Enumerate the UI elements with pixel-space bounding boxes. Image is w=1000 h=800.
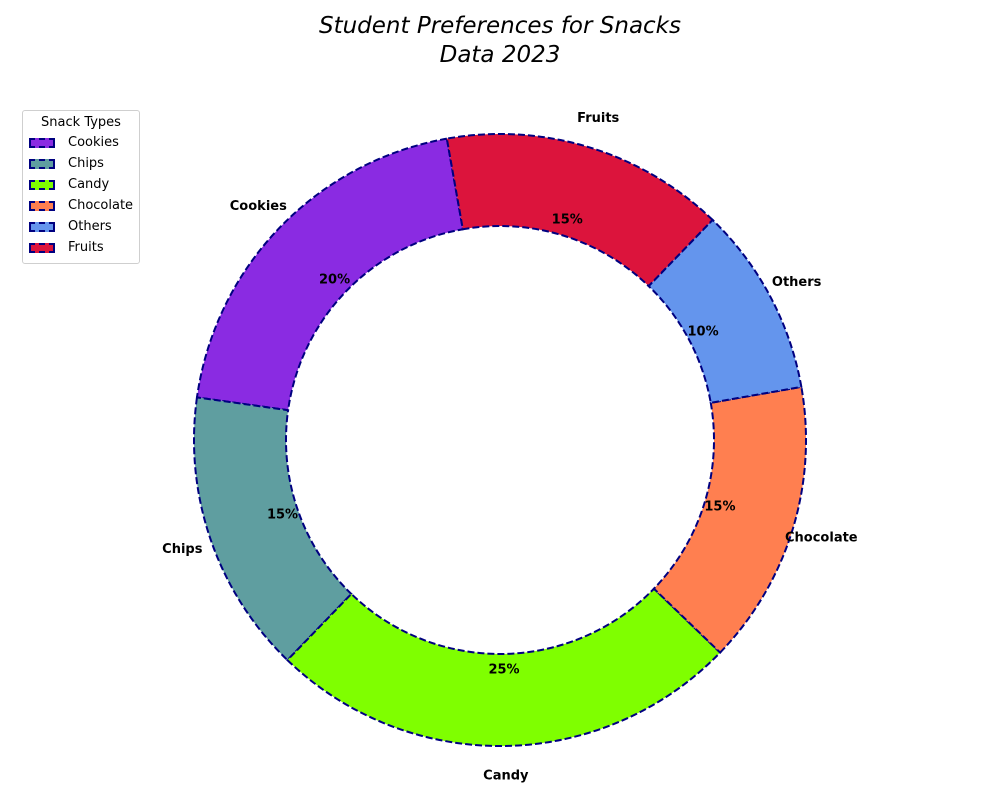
slice-label-cookies: Cookies bbox=[230, 199, 287, 214]
slice-label-fruits: Fruits bbox=[577, 111, 619, 126]
legend: Snack Types Cookies Chips Candy Chocolate Ot… bbox=[22, 110, 140, 264]
slice-candy bbox=[286, 587, 722, 747]
percent-label-chocolate: 15% bbox=[704, 500, 735, 515]
legend-swatch-candy bbox=[29, 179, 55, 190]
legend-item-cookies: Cookies bbox=[23, 132, 139, 153]
legend-swatch-fruits bbox=[29, 242, 55, 253]
percent-label-candy: 25% bbox=[488, 662, 519, 677]
legend-label-fruits: Fruits bbox=[68, 240, 104, 255]
legend-swatch-chocolate bbox=[29, 200, 55, 211]
legend-item-fruits: Fruits bbox=[23, 237, 139, 258]
percent-label-cookies: 20% bbox=[319, 273, 350, 288]
slice-label-chocolate: Chocolate bbox=[785, 531, 858, 546]
slice-chips bbox=[193, 396, 353, 662]
chart-title-line-2: Data 2023 bbox=[440, 42, 561, 68]
legend-label-chips: Chips bbox=[68, 156, 104, 171]
slice-labels: Cookies Chips Candy Chocolate Others Fruits bbox=[162, 111, 858, 783]
legend-item-others: Others bbox=[23, 216, 139, 237]
slice-label-chips: Chips bbox=[162, 542, 203, 557]
percent-label-others: 10% bbox=[688, 325, 719, 340]
legend-title: Snack Types bbox=[41, 115, 121, 130]
legend-label-candy: Candy bbox=[68, 177, 110, 192]
slice-label-others: Others bbox=[772, 275, 822, 290]
legend-items: Cookies Chips Candy Chocolate Others Fruits bbox=[23, 132, 139, 258]
legend-swatch-others bbox=[29, 221, 55, 232]
legend-item-chips: Chips bbox=[23, 153, 139, 174]
percent-label-chips: 15% bbox=[267, 507, 298, 522]
legend-swatch-chips bbox=[29, 158, 55, 169]
legend-label-chocolate: Chocolate bbox=[68, 198, 134, 213]
legend-item-chocolate: Chocolate bbox=[23, 195, 139, 216]
legend-swatch-cookies bbox=[29, 137, 55, 148]
percent-labels: 20% 15% 25% 15% 10% 15% bbox=[267, 213, 736, 678]
slice-label-candy: Candy bbox=[483, 768, 529, 783]
legend-label-cookies: Cookies bbox=[68, 135, 119, 150]
legend-label-others: Others bbox=[68, 219, 112, 234]
donut-slices bbox=[193, 133, 807, 747]
slice-fruits bbox=[445, 133, 714, 288]
chart-title-line-1: Student Preferences for Snacks bbox=[319, 13, 681, 39]
percent-label-fruits: 15% bbox=[552, 213, 583, 228]
legend-item-candy: Candy bbox=[23, 174, 139, 195]
slice-chocolate bbox=[652, 385, 807, 654]
